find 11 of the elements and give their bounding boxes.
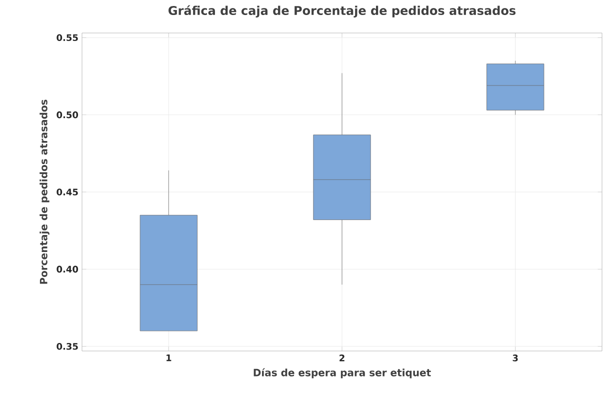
y-tick-label: 0.35 (56, 342, 78, 350)
y-tick-label: 0.50 (56, 111, 78, 118)
x-tick-label: 3 (512, 354, 518, 362)
y-tick-label: 0.40 (56, 266, 78, 273)
chart-title: Gráfica de caja de Porcentaje de pedidos atrasados (168, 5, 516, 18)
y-axis-title: Porcentaje de pedidos atrasados (40, 100, 50, 284)
x-tick-label: 1 (166, 354, 172, 362)
x-tick-label: 2 (340, 354, 344, 362)
x-axis-title: Días de espera para ser etiquet (254, 368, 431, 378)
y-tick-label: 0.55 (56, 34, 78, 42)
y-tick-label: 0.45 (56, 188, 78, 196)
